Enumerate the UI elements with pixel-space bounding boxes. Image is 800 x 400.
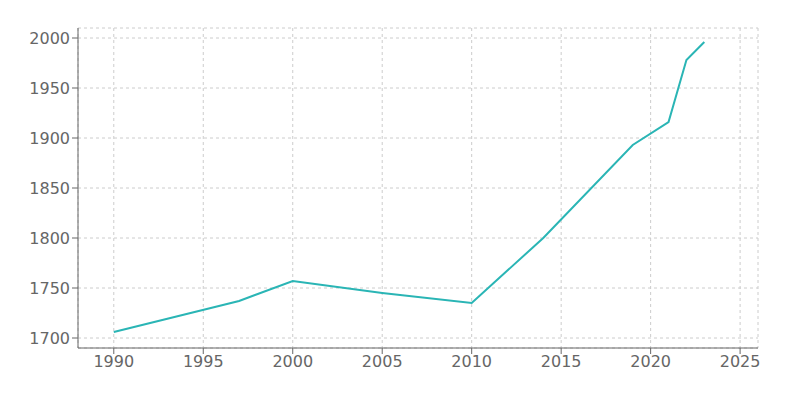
svg-text:1990: 1990 — [93, 352, 134, 371]
svg-text:1700: 1700 — [29, 329, 70, 348]
svg-text:1800: 1800 — [29, 229, 70, 248]
svg-text:2005: 2005 — [362, 352, 403, 371]
svg-text:1850: 1850 — [29, 179, 70, 198]
svg-text:2025: 2025 — [720, 352, 761, 371]
svg-text:2000: 2000 — [29, 29, 70, 48]
svg-text:2020: 2020 — [630, 352, 671, 371]
svg-text:2010: 2010 — [451, 352, 492, 371]
svg-text:2015: 2015 — [541, 352, 582, 371]
svg-text:1750: 1750 — [29, 279, 70, 298]
svg-text:1950: 1950 — [29, 79, 70, 98]
svg-text:1900: 1900 — [29, 129, 70, 148]
svg-text:2000: 2000 — [272, 352, 313, 371]
svg-text:1995: 1995 — [183, 352, 224, 371]
